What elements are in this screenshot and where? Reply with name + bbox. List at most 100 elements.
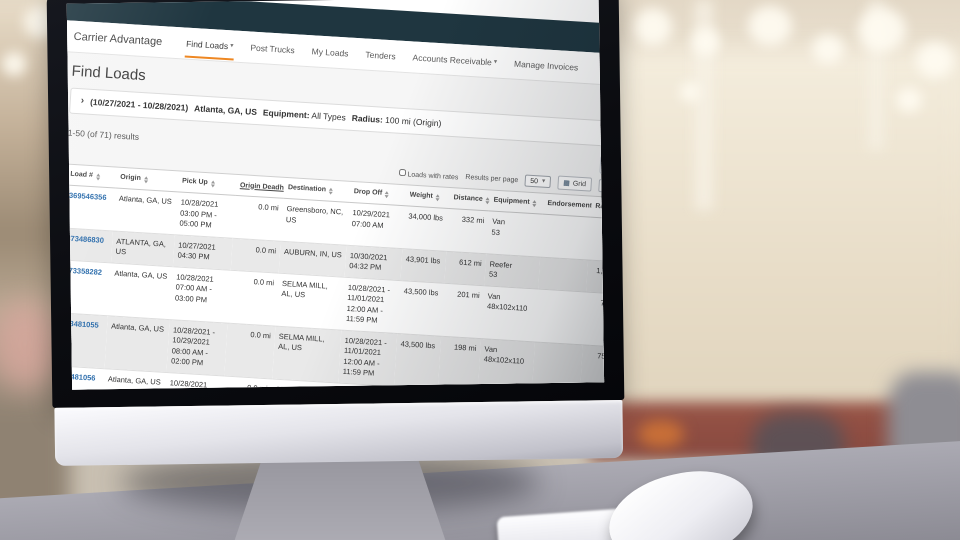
sort-icon: [384, 191, 390, 199]
cell-distance: 332 mi: [446, 208, 489, 254]
load-number-link[interactable]: 373358282: [66, 265, 103, 277]
cell-pickup: 10/28/2021 03:00 PM - 05:00 PM: [174, 191, 236, 238]
cell-endorsement: [538, 256, 589, 292]
search-equipment-value: All Types: [311, 110, 347, 123]
cell-dropoff: 10/30/2021 04:32 PM: [344, 244, 403, 281]
loads-with-rates-toggle[interactable]: Loads with rates: [398, 168, 459, 181]
cell-weight: 43,500 lbs: [397, 280, 445, 336]
cell-dropoff: 10/28/2021 - 11/01/2021 12:00 AM - 11:59…: [341, 276, 401, 334]
search-radius-value: 100 mi (Origin): [384, 114, 442, 129]
monitor: Feedback Carrier Advantage Find Loads▾ P…: [46, 0, 626, 488]
modify-search-button[interactable]: Modify Search: [599, 155, 605, 179]
brand-logo[interactable]: Carrier Advantage: [73, 30, 163, 48]
nav-tenders[interactable]: Tenders: [365, 49, 396, 61]
sort-icon: [485, 197, 490, 205]
load-number-link[interactable]: 373486830: [66, 233, 105, 245]
background-object: [638, 420, 684, 448]
monitor-bezel: Feedback Carrier Advantage Find Loads▾ P…: [46, 0, 625, 408]
carrier-advantage-page: Feedback Carrier Advantage Find Loads▾ P…: [66, 0, 605, 390]
cell-origin-deadhead: 0.0 mi: [221, 375, 273, 390]
grid-icon: ▦: [562, 179, 571, 188]
loads-with-rates-checkbox[interactable]: [398, 168, 406, 176]
col-endorsement[interactable]: Endorsement: [542, 193, 592, 218]
loads-table: Load # Origin Pick Up Origin Deadhead De…: [66, 164, 605, 390]
bokeh-light: [896, 88, 922, 112]
bokeh-light: [2, 52, 26, 76]
background-blob: [0, 300, 60, 390]
cell-weight: 43,500 lbs: [390, 385, 438, 390]
nav-manage-invoices[interactable]: Manage Invoices: [513, 58, 579, 73]
sort-icon: [328, 187, 334, 195]
cell-weight: 43,500 lbs: [394, 333, 442, 389]
cell-origin-deadhead: 0.0 mi: [232, 195, 284, 241]
page-content: Find Loads › (10/27/2021 - 10/28/2021) A…: [66, 52, 605, 390]
cell-origin: Atlanta, GA, US: [112, 188, 178, 235]
bokeh-light: [748, 6, 792, 46]
sort-icon: [210, 180, 215, 188]
nav-accounts-receivable[interactable]: Accounts Receivable ▾: [412, 51, 498, 67]
col-origin-deadhead[interactable]: Origin Deadhead: [235, 174, 285, 199]
cell-equipment: Reefer 53: [484, 253, 541, 289]
col-distance[interactable]: Distance: [448, 187, 491, 211]
cell-weight: 43,901 lbs: [400, 248, 447, 283]
bokeh-light: [858, 8, 906, 52]
cell-origin-deadhead: 0.0 mi: [230, 237, 281, 273]
cell-endorsement: [540, 214, 591, 260]
monitor-chin: [54, 400, 624, 466]
cell-rate: 1,200.00 USD: [586, 259, 605, 295]
cell-rate: 790.00 USD: [588, 217, 605, 263]
search-date-range: (10/27/2021 - 10/28/2021): [89, 96, 189, 113]
bokeh-light: [812, 34, 844, 64]
cell-rate: 750.00 USD: [579, 344, 605, 390]
cell-distance: 612 mi: [444, 250, 487, 286]
grid-view-button[interactable]: ▦ Grid: [556, 175, 593, 192]
cell-pickup: 10/28/2021 08:00 AM - 02:00 PM: [163, 371, 225, 390]
cell-equipment: Van 48x102x110: [477, 338, 535, 390]
nav-my-loads[interactable]: My Loads: [311, 45, 349, 59]
sort-icon: [143, 176, 148, 184]
sort-icon: [435, 194, 440, 202]
nav-post-trucks[interactable]: Post Trucks: [250, 42, 296, 55]
nav-find-loads[interactable]: Find Loads ▾: [184, 29, 236, 61]
chevron-down-icon: ▾: [230, 41, 234, 49]
results-count: 1-50 (of 71) results: [67, 127, 140, 142]
sort-icon: [95, 173, 100, 181]
cell-rate: 750.00 USD: [582, 291, 605, 347]
load-number-link[interactable]: 373481056: [66, 370, 96, 383]
sort-icon: [532, 200, 537, 208]
bokeh-light: [916, 42, 954, 78]
cell-origin: Atlanta, GA, US: [107, 262, 173, 320]
results-per-page-label: Results per page: [465, 173, 519, 184]
cell-equipment: Van 48x102x110: [481, 285, 539, 342]
col-weight[interactable]: Weight: [405, 185, 451, 209]
cell-pickup: 10/27/2021 04:30 PM: [172, 234, 233, 270]
bokeh-light: [634, 8, 672, 46]
bokeh-light: [692, 28, 720, 56]
col-rate[interactable]: Rate: [590, 196, 605, 220]
cell-equipment: Van 53: [486, 210, 543, 257]
monitor-stand: [232, 458, 448, 540]
chevron-right-icon: ›: [80, 95, 85, 107]
cell-destination: AUBURN, IN, US: [278, 240, 347, 277]
chevron-down-icon: ▾: [493, 57, 498, 66]
cell-weight: 34,000 lbs: [402, 205, 449, 251]
chevron-down-icon: ▾: [541, 177, 546, 185]
cell-destination: SELMA MILL, AL, US: [275, 272, 345, 330]
cell-dropoff: 10/29/2021 07:00 AM: [346, 202, 406, 249]
load-number-link[interactable]: 373481055: [66, 317, 100, 330]
cell-origin: ATLANTA, GA, US: [111, 230, 175, 267]
col-load[interactable]: Load #: [66, 164, 117, 189]
cell-pickup: 10/28/2021 07:00 AM - 03:00 PM: [169, 266, 231, 323]
bokeh-light: [680, 82, 700, 102]
cell-origin-deadhead: 0.0 mi: [224, 322, 276, 379]
cell-pickup: 10/28/2021 - 10/29/2021 08:00 AM - 02:00…: [166, 319, 228, 376]
monitor-screen: Feedback Carrier Advantage Find Loads▾ P…: [66, 0, 605, 390]
cell-endorsement: [534, 288, 587, 345]
load-number-link[interactable]: 369546356: [68, 190, 107, 203]
cell-origin-deadhead: 0.0 mi: [227, 269, 279, 326]
card-view-button[interactable]: ■Card: [598, 178, 605, 194]
cell-dropoff: 10/28/2021 - 11/01/2021 12:00 AM - 11:59…: [338, 329, 398, 386]
cell-destination: Greensboro, NC, US: [280, 198, 350, 245]
results-per-page-select[interactable]: 50 ▾: [524, 174, 551, 189]
